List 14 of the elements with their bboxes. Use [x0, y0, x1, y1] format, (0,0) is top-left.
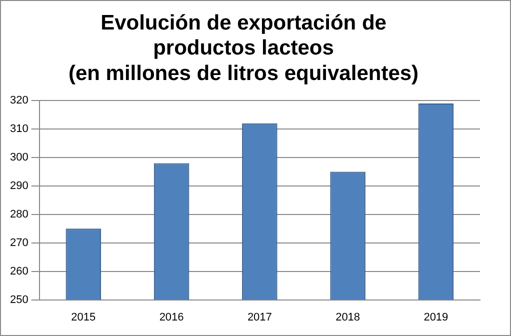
- x-tick-label: 2017: [247, 311, 272, 324]
- y-tick-label: 250: [10, 294, 28, 306]
- y-tick-label: 280: [10, 208, 28, 220]
- x-tick-label: 2015: [71, 311, 96, 324]
- x-tick-label: 2016: [159, 311, 184, 324]
- y-tick-label: 290: [10, 180, 28, 192]
- y-tick-label: 310: [10, 123, 28, 136]
- y-tick-label: 270: [10, 236, 28, 249]
- x-tick-label: 2018: [336, 311, 360, 324]
- chart-title: Evolución de exportación de productos lacteos (en millones de litros equivalentes): [68, 11, 419, 85]
- y-tick-label: 260: [10, 265, 28, 278]
- x-tick-label: 2019: [424, 311, 448, 324]
- y-tick-label: 300: [10, 152, 28, 164]
- y-tick-label: 320: [10, 94, 28, 107]
